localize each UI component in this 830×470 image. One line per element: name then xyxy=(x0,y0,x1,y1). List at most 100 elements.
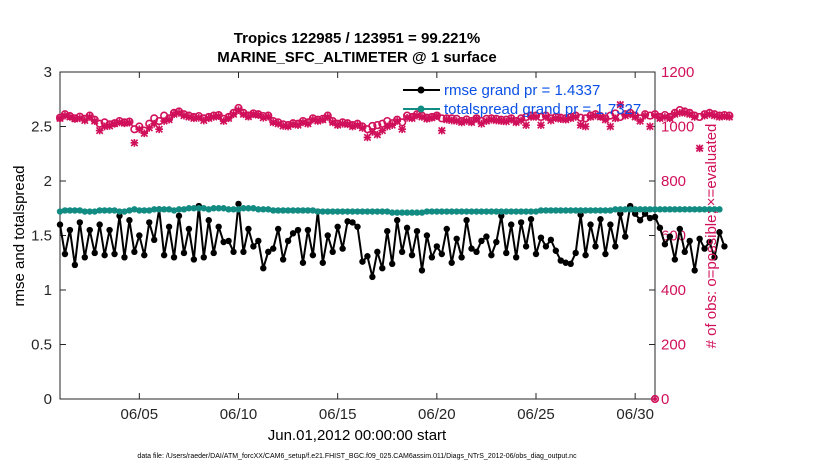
left-axis-ticks: 0 0.5 1 1.5 2 2.5 3 xyxy=(31,64,66,408)
rmse-point xyxy=(71,261,79,269)
obs-evaluated-point xyxy=(457,118,466,127)
totalspread-point xyxy=(265,206,272,213)
obs-evaluated-point xyxy=(437,126,446,135)
obs-evaluated-point xyxy=(145,124,154,132)
rmse-point xyxy=(205,217,212,224)
rmse-point xyxy=(468,245,475,252)
rmse-point xyxy=(547,236,555,244)
totalspread-point xyxy=(260,206,267,213)
rmse-point xyxy=(339,245,346,252)
rmse-point xyxy=(175,212,183,220)
totalspread-point xyxy=(686,206,693,213)
obs-evaluated-point xyxy=(353,121,362,129)
rmse-point xyxy=(170,254,178,261)
obs-evaluated-point xyxy=(522,121,530,129)
totalspread-point xyxy=(205,206,212,213)
obs-evaluated-point xyxy=(284,122,292,131)
totalspread-point xyxy=(567,207,574,214)
obs-evaluated-point xyxy=(547,116,555,125)
obs-evaluated-point xyxy=(413,111,421,120)
extra-point xyxy=(650,394,660,404)
obs-evaluated-point xyxy=(581,122,590,131)
rmse-point xyxy=(61,250,69,258)
obs-evaluated-point xyxy=(85,113,94,121)
obs-evaluated-point xyxy=(616,100,625,109)
x-tick-label: 06/15 xyxy=(319,406,357,423)
obs-evaluated-point xyxy=(190,114,198,123)
obs-evaluated-point xyxy=(95,126,104,135)
obs-evaluated-point xyxy=(373,130,382,139)
totalspread-point xyxy=(369,208,376,215)
obs-possible-point xyxy=(373,121,382,130)
rmse-point xyxy=(270,245,277,252)
obs-evaluated-point xyxy=(432,112,441,120)
y-tick-label: 0.5 xyxy=(31,337,52,354)
rmse-point xyxy=(676,225,683,233)
obs-evaluated-point xyxy=(224,114,233,123)
series-totalspread xyxy=(56,205,723,216)
obs-evaluated-point xyxy=(90,117,99,125)
totalspread-point xyxy=(493,208,500,215)
totalspread-point xyxy=(210,205,217,212)
totalspread-point xyxy=(428,208,436,215)
rmse-point xyxy=(165,223,173,230)
obs-evaluated-point xyxy=(234,106,243,114)
obs-evaluated-point xyxy=(512,118,521,127)
rmse-point xyxy=(612,243,619,250)
totalspread-point xyxy=(389,209,396,216)
obs-evaluated-point xyxy=(239,110,248,119)
totalspread-point xyxy=(478,208,485,215)
totalspread-point xyxy=(418,209,426,216)
totalspread-point xyxy=(314,208,322,215)
rmse-point xyxy=(384,227,391,235)
obs-evaluated-point xyxy=(170,110,178,119)
obs-evaluated-point xyxy=(219,117,228,125)
y-right-tick-label: 1000 xyxy=(661,119,694,136)
totalspread-point xyxy=(344,208,351,215)
rmse-point xyxy=(299,259,307,266)
obs-evaluated-point xyxy=(393,117,402,125)
totalspread-point xyxy=(681,206,688,213)
rmse-point xyxy=(111,250,118,258)
obs-evaluated-point xyxy=(670,110,679,119)
totalspread-point xyxy=(379,208,386,215)
obs-evaluated-point xyxy=(180,111,188,120)
obs-evaluated-point xyxy=(611,114,620,123)
rmse-point xyxy=(691,267,698,274)
obs-evaluated-point xyxy=(244,112,253,121)
obs-evaluated-point xyxy=(185,113,193,121)
rmse-point xyxy=(463,217,470,224)
obs-evaluated-point xyxy=(482,117,491,125)
totalspread-point xyxy=(215,205,222,212)
obs-evaluated-point xyxy=(259,113,268,122)
totalspread-point xyxy=(76,207,84,214)
rmse-point xyxy=(180,249,188,257)
rmse-point xyxy=(245,225,252,233)
totalspread-point xyxy=(279,207,287,214)
obs-evaluated-point xyxy=(408,114,416,123)
y-right-tick-label: 1200 xyxy=(661,64,694,81)
obs-evaluated-point xyxy=(596,113,605,121)
rmse-point xyxy=(418,267,426,274)
totalspread-point xyxy=(453,208,460,215)
totalspread-point xyxy=(175,206,183,213)
totalspread-point xyxy=(121,208,128,215)
obs-evaluated-point xyxy=(378,126,387,135)
totalspread-point xyxy=(527,208,535,215)
totalspread-point xyxy=(136,207,143,214)
obs-evaluated-point xyxy=(333,121,342,129)
totalspread-point xyxy=(255,206,262,213)
obs-evaluated-point xyxy=(661,113,669,121)
totalspread-point xyxy=(641,206,649,213)
obs-evaluated-point xyxy=(294,121,302,129)
rmse-point xyxy=(151,236,158,244)
totalspread-point xyxy=(235,206,242,213)
totalspread-point xyxy=(56,208,64,215)
totalspread-point xyxy=(91,208,98,215)
totalspread-point xyxy=(339,208,346,215)
rmse-point xyxy=(597,215,604,223)
obs-evaluated-point xyxy=(204,114,213,123)
totalspread-point xyxy=(443,208,450,215)
series-rmse xyxy=(56,200,728,281)
totalspread-point xyxy=(646,206,654,213)
